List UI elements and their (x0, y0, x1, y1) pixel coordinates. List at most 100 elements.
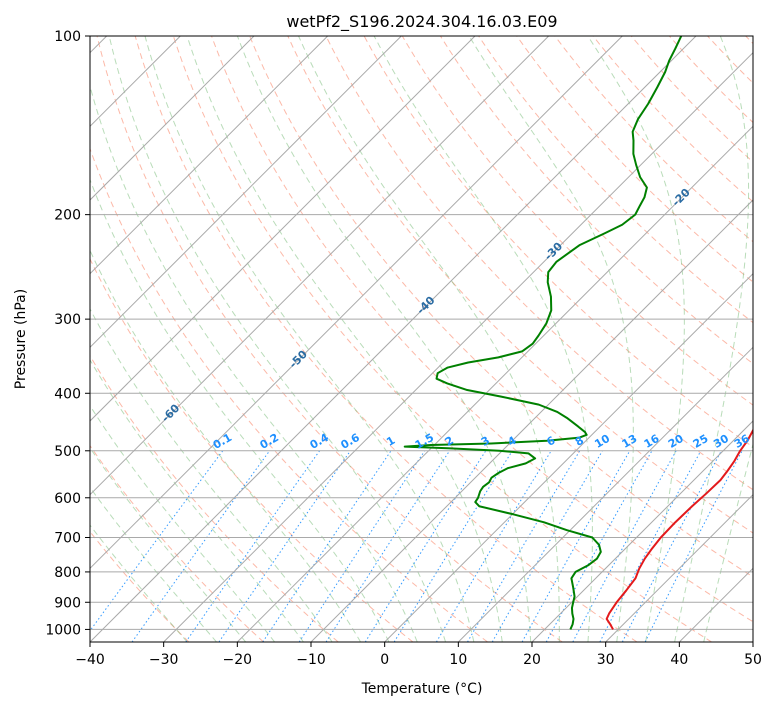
plot-area: -100-90-80-70-60-50-40-30-20-10010203040… (31, 36, 753, 642)
dry-adiabat (90, 444, 264, 642)
dry-adiabat (90, 354, 339, 642)
isotherm-line (457, 346, 753, 642)
dry-adiabat (745, 36, 753, 45)
x-tick-label: 50 (744, 652, 762, 668)
isotherm-line (90, 36, 550, 496)
mixing-ratio-line (218, 450, 351, 642)
mixing-ratio-line (644, 450, 743, 642)
isotherm-line (90, 36, 623, 570)
y-tick-label: 300 (54, 312, 81, 328)
mixing-ratio-label: 3 (479, 434, 492, 449)
mixing-ratio-line (262, 450, 392, 642)
isotherm-line (605, 493, 753, 642)
isotherm-line (90, 36, 255, 201)
moist-adiabat (90, 486, 217, 642)
y-tick-label: 800 (54, 565, 81, 581)
mixing-ratio-label: 6 (544, 434, 557, 449)
moist-adiabat (90, 446, 247, 642)
chart-title: wetPf2_S196.2024.304.16.03.E09 (286, 12, 557, 32)
mixing-ratio-label: 16 (642, 432, 662, 451)
moist-adiabat (703, 442, 753, 642)
moist-adiabat (90, 84, 418, 642)
moist-adiabat (90, 358, 304, 642)
x-tick-label: −30 (149, 652, 179, 668)
dry-adiabat (554, 36, 753, 243)
mixing-ratio-line (435, 450, 552, 642)
isotherm-line (90, 36, 329, 275)
isotherm-line (310, 199, 753, 642)
isotherm-label: -70 (31, 455, 54, 478)
x-tick-label: 20 (523, 652, 541, 668)
x-tick-label: 30 (597, 652, 615, 668)
y-tick-label: 100 (54, 29, 81, 45)
dry-adiabat (325, 36, 753, 491)
mixing-ratio-line (599, 450, 702, 642)
isotherm-lines (90, 36, 753, 642)
isotherm-line (531, 420, 753, 642)
mixing-ratio-line (325, 450, 450, 642)
mixing-ratio-label: 0.2 (258, 431, 281, 452)
y-tick-label: 700 (54, 531, 81, 547)
isotherm-line (90, 36, 476, 422)
dry-adiabat (172, 36, 712, 642)
y-tick-label: 600 (54, 491, 81, 507)
y-tick-label: 900 (54, 595, 81, 611)
moist-adiabat (468, 36, 634, 642)
mixing-ratio-label: 1 (384, 434, 397, 449)
mixing-ratio-line (90, 450, 224, 632)
dry-adiabat (707, 36, 753, 84)
mixing-ratio-line (364, 450, 487, 642)
x-tick-label: 0 (380, 652, 389, 668)
mixing-ratio-line (521, 450, 631, 642)
dry-adiabat (516, 36, 753, 283)
mixing-ratio-line (131, 450, 271, 642)
dry-adiabat (211, 36, 753, 623)
isotherm-line (752, 641, 753, 642)
moist-adiabat (144, 36, 475, 642)
y-axis-label: Pressure (hPa) (13, 289, 29, 389)
mixing-ratio-label: 10 (592, 432, 612, 451)
dry-adiabat (134, 36, 638, 642)
moist-adiabat (90, 404, 276, 642)
mixing-ratio-label: 13 (620, 432, 640, 451)
x-tick-label: −10 (296, 652, 326, 668)
x-axis-ticks: −40 −30 −20 −10 0 10 20 30 40 50 (75, 642, 762, 668)
y-tick-label: 500 (54, 444, 81, 460)
moist-adiabat (186, 36, 503, 642)
mixing-ratio-label: 2 (443, 434, 456, 449)
moist-adiabat (108, 36, 447, 642)
moist-adiabats (90, 36, 753, 642)
mixing-ratio-label: 1.5 (413, 431, 436, 452)
mixing-ratio-line (467, 450, 581, 642)
mixing-ratio-label: 0.6 (338, 431, 362, 452)
y-tick-label: 1000 (45, 622, 81, 638)
isotherm-line (384, 272, 753, 642)
mixing-ratio-label: 0.4 (308, 431, 332, 452)
isotherm-label: -40 (414, 294, 437, 317)
y-tick-label: 400 (54, 386, 81, 402)
plot-frame (89, 35, 754, 643)
dry-adiabat (287, 36, 753, 534)
dry-adiabat (90, 257, 414, 642)
mixing-ratio-lines (90, 450, 743, 642)
moist-adiabat (90, 307, 333, 642)
mixing-ratio-label: 30 (711, 432, 731, 451)
isobar-lines (90, 36, 753, 630)
dry-adiabats (90, 36, 753, 642)
moist-adiabat (90, 178, 390, 642)
x-tick-label: 10 (449, 652, 467, 668)
x-tick-label: −40 (75, 652, 105, 668)
dry-adiabat (249, 36, 753, 578)
dry-adiabat (669, 36, 753, 124)
moist-adiabat (674, 36, 750, 642)
moist-adiabat (90, 524, 188, 642)
isotherm-line (90, 36, 697, 642)
x-tick-label: 40 (670, 652, 688, 668)
y-axis-ticks: 100 200 300 400 500 600 700 800 900 1000 (45, 29, 90, 638)
isotherm-line (236, 125, 753, 642)
dry-adiabat (96, 36, 563, 642)
dewpoint-profile (403, 36, 683, 630)
mixing-ratio-line (572, 450, 677, 642)
mixing-ratio-line (185, 450, 320, 642)
